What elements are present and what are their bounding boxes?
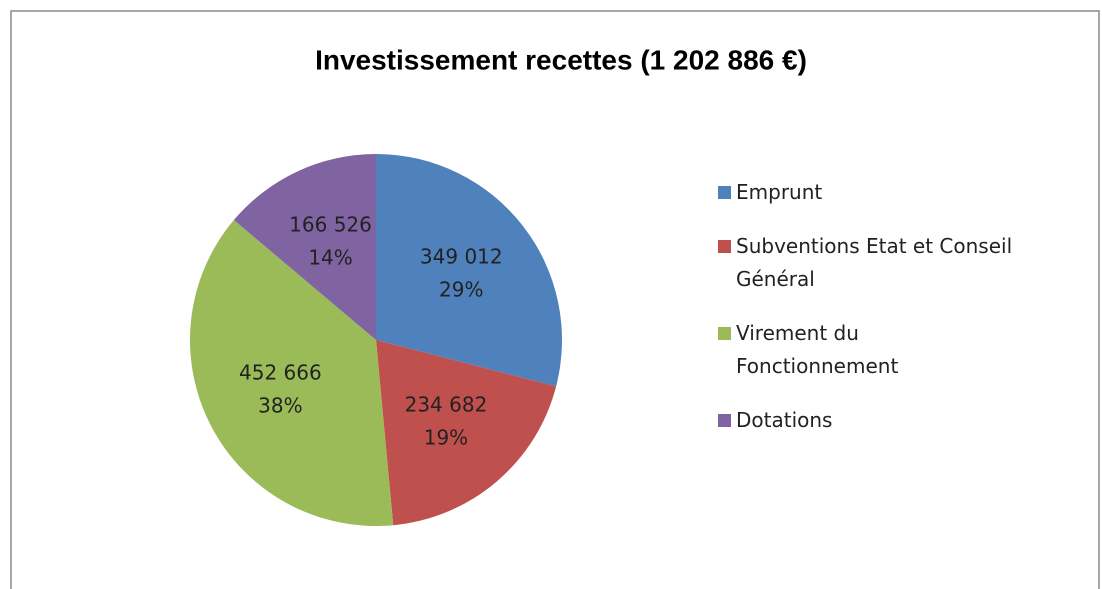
pie-slice bbox=[190, 220, 394, 526]
pie-slice bbox=[376, 154, 562, 387]
legend: Emprunt Subventions Etat et Conseil Génér… bbox=[718, 176, 1098, 458]
legend-label: Subventions Etat et Conseil Général bbox=[736, 234, 1013, 291]
percent-label: 38% bbox=[258, 393, 302, 417]
legend-label: Emprunt bbox=[736, 180, 823, 204]
legend-item: Emprunt bbox=[718, 176, 1088, 209]
pie-slice bbox=[233, 154, 376, 340]
percent-label: 14% bbox=[308, 246, 352, 270]
legend-swatch bbox=[718, 240, 731, 253]
legend-swatch bbox=[718, 327, 731, 340]
legend-item: Dotations bbox=[718, 404, 1088, 437]
data-label: 452 666 bbox=[239, 360, 322, 384]
legend-label: Virement du Fonctionnement bbox=[736, 321, 899, 378]
pie-slice bbox=[376, 340, 557, 526]
data-label: 166 526 bbox=[289, 213, 372, 237]
data-label: 349 012 bbox=[420, 244, 503, 268]
legend-swatch bbox=[718, 414, 731, 427]
percent-label: 29% bbox=[439, 277, 483, 301]
data-label: 234 682 bbox=[405, 393, 488, 417]
chart-title: Investissement recettes (1 202 886 €) bbox=[315, 44, 807, 75]
legend-label: Dotations bbox=[736, 408, 833, 432]
percent-label: 19% bbox=[424, 426, 468, 450]
legend-swatch bbox=[718, 186, 731, 199]
chart-frame bbox=[10, 10, 1100, 589]
legend-item: Subventions Etat et Conseil Général bbox=[718, 230, 1088, 296]
legend-item: Virement du Fonctionnement bbox=[718, 317, 1088, 383]
